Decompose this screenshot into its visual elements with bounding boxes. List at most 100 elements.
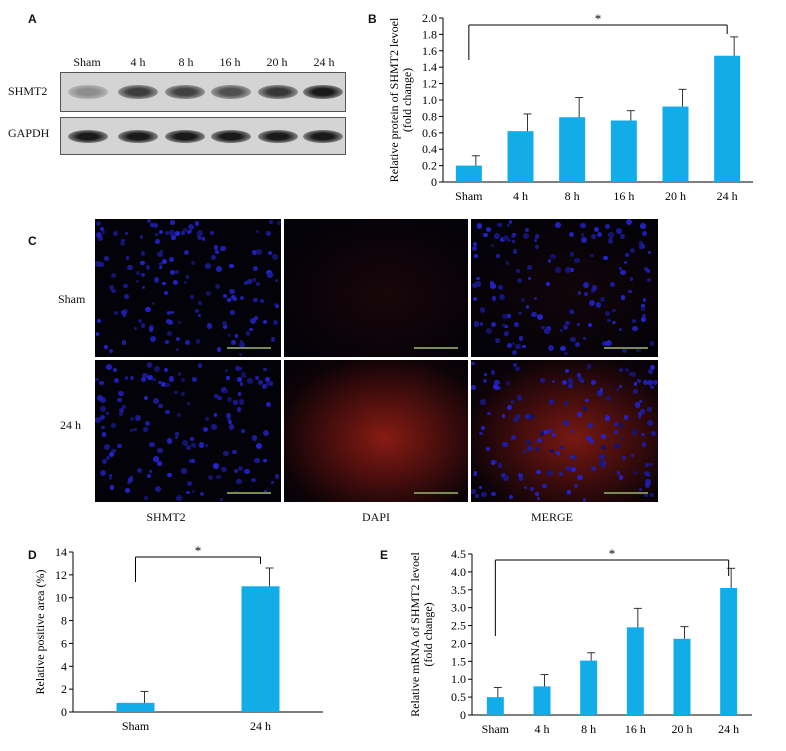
y-tick-label: 14	[55, 545, 67, 559]
nucleus-dot	[512, 416, 519, 423]
nucleus-dot	[485, 446, 490, 451]
nucleus-dot	[111, 448, 116, 454]
nucleus-dot	[637, 379, 642, 384]
nucleus-dot	[603, 255, 608, 260]
y-tick-label: 1.8	[422, 27, 437, 41]
nucleus-dot	[144, 421, 150, 427]
nucleus-dot	[216, 266, 222, 272]
nucleus-dot	[162, 281, 166, 286]
nucleus-dot	[251, 434, 258, 441]
nucleus-dot	[164, 230, 170, 236]
nucleus-dot	[233, 400, 238, 405]
nucleus-dot	[471, 384, 476, 390]
nucleus-dot	[274, 473, 280, 479]
nucleus-dot	[523, 485, 528, 490]
nucleus-dot	[199, 491, 205, 497]
nucleus-dot	[562, 419, 569, 426]
nucleus-dot	[272, 253, 279, 260]
nucleus-dot	[152, 377, 157, 382]
nucleus-dot	[591, 285, 597, 291]
nucleus-dot	[187, 223, 194, 230]
nucleus-dot	[143, 427, 148, 432]
nucleus-dot	[190, 295, 194, 300]
nucleus-dot	[570, 309, 575, 314]
nucleus-dot	[100, 406, 106, 413]
nucleus-dot	[600, 297, 605, 303]
nucleus-dot	[620, 436, 625, 441]
nucleus-dot	[268, 381, 274, 386]
nucleus-dot	[237, 377, 242, 382]
nucleus-dot	[630, 453, 634, 457]
nucleus-dot	[484, 372, 488, 377]
nucleus-dot	[255, 376, 259, 380]
nucleus-dot	[185, 339, 191, 345]
nucleus-dot	[140, 323, 146, 328]
nucleus-dot	[180, 391, 185, 396]
y-tick-label: 0.8	[422, 109, 437, 123]
bar	[720, 587, 738, 715]
nucleus-dot	[252, 266, 258, 272]
red-signal-glow	[284, 360, 468, 502]
nucleus-dot	[167, 472, 172, 478]
nucleus-dot	[541, 483, 547, 489]
nucleus-dot	[504, 325, 508, 329]
column-label-merge: MERGE	[531, 510, 573, 524]
nucleus-dot	[612, 308, 616, 312]
nucleus-dot	[158, 404, 163, 409]
nucleus-dot	[530, 486, 535, 491]
nucleus-dot	[622, 455, 627, 461]
nucleus-dot	[511, 232, 517, 238]
nucleus-dot	[618, 475, 624, 480]
nucleus-dot	[473, 296, 478, 302]
nucleus-dot	[486, 411, 491, 416]
nucleus-dot	[490, 281, 495, 286]
nucleus-dot	[649, 492, 654, 497]
nucleus-dot	[630, 371, 636, 378]
nucleus-dot	[256, 282, 260, 286]
nucleus-dot	[142, 373, 148, 379]
y-tick-label: 2.5	[451, 619, 466, 633]
nucleus-dot	[607, 237, 614, 244]
y-tick-label: 1.6	[422, 44, 437, 58]
nucleus-dot	[623, 415, 629, 421]
nucleus-dot	[566, 489, 572, 495]
nucleus-dot	[602, 340, 608, 346]
nucleus-dot	[585, 399, 589, 403]
nucleus-dot	[168, 376, 175, 383]
nucleus-dot	[101, 432, 107, 437]
nucleus-dot	[247, 377, 254, 384]
nucleus-dot	[512, 249, 518, 254]
nucleus-dot	[627, 289, 632, 294]
nucleus-dot	[183, 227, 187, 232]
nucleus-dot	[562, 324, 569, 331]
nucleus-dot	[158, 381, 162, 385]
lane-label: 8 h	[178, 55, 194, 69]
nucleus-dot	[148, 326, 154, 332]
nucleus-dot	[270, 337, 276, 342]
nucleus-dot	[146, 474, 151, 479]
x-tick-label: 8 h	[581, 722, 596, 736]
nucleus-dot	[117, 443, 122, 449]
nucleus-dot	[646, 268, 651, 274]
nucleus-dot	[141, 285, 146, 290]
nucleus-dot	[121, 340, 127, 345]
nucleus-dot	[229, 288, 235, 295]
y-tick-label: 4.5	[451, 547, 466, 561]
image-24h-dapi	[284, 360, 468, 502]
nucleus-dot	[186, 480, 192, 486]
nucleus-dot	[222, 321, 227, 326]
bar	[486, 697, 504, 715]
nucleus-dot	[530, 311, 537, 318]
nucleus-dot	[588, 423, 594, 429]
nucleus-dot	[652, 380, 658, 386]
nucleus-dot	[599, 453, 605, 460]
nucleus-dot	[476, 223, 483, 229]
nucleus-dot	[166, 438, 173, 444]
bar	[559, 117, 586, 182]
nucleus-dot	[601, 466, 606, 470]
nucleus-dot	[130, 416, 135, 422]
nucleus-dot	[223, 293, 228, 298]
nucleus-dot	[105, 411, 109, 416]
nucleus-dot	[238, 352, 243, 356]
nucleus-dot	[209, 231, 214, 236]
